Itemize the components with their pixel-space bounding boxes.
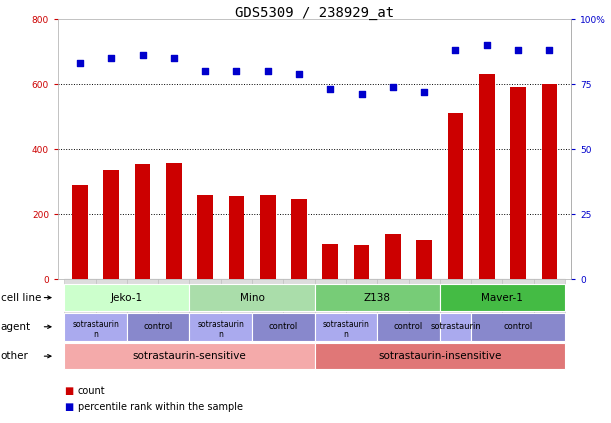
Bar	[166, 163, 181, 279]
Point	[137, 52, 147, 59]
Bar	[510, 87, 526, 279]
Text: Jeko-1: Jeko-1	[111, 293, 143, 302]
Point	[294, 70, 304, 77]
Point	[388, 83, 398, 90]
Point	[419, 88, 429, 95]
Text: n: n	[343, 330, 348, 339]
Bar	[260, 195, 276, 279]
Point	[106, 55, 116, 61]
Text: sotrastaurin: sotrastaurin	[323, 320, 370, 329]
Text: cell line: cell line	[1, 293, 41, 302]
Point	[75, 60, 85, 67]
Text: control: control	[269, 322, 298, 331]
Bar	[416, 239, 432, 279]
Text: count: count	[78, 386, 105, 396]
Text: Mino: Mino	[240, 293, 265, 302]
Bar	[103, 170, 119, 279]
Text: percentile rank within the sample: percentile rank within the sample	[78, 402, 243, 412]
Text: Z138: Z138	[364, 293, 391, 302]
Bar	[385, 234, 401, 279]
Bar	[479, 74, 495, 279]
Bar	[134, 164, 150, 279]
Text: sotrastaurin: sotrastaurin	[72, 320, 119, 329]
Bar	[323, 244, 338, 279]
Point	[513, 47, 523, 54]
Bar	[448, 113, 463, 279]
Bar	[229, 196, 244, 279]
Bar	[541, 84, 557, 279]
Bar	[197, 195, 213, 279]
Point	[326, 86, 335, 93]
Text: n: n	[218, 330, 223, 339]
Text: ■: ■	[64, 402, 73, 412]
Text: sotrastaurin: sotrastaurin	[197, 320, 244, 329]
Text: control: control	[394, 322, 423, 331]
Text: control: control	[503, 322, 533, 331]
Point	[232, 68, 241, 74]
Point	[544, 47, 554, 54]
Bar	[291, 198, 307, 279]
Text: sotrastaurin: sotrastaurin	[430, 322, 481, 331]
Text: control: control	[144, 322, 173, 331]
Point	[200, 68, 210, 74]
Point	[263, 68, 273, 74]
Text: sotrastaurin-insensitive: sotrastaurin-insensitive	[378, 351, 502, 361]
Text: agent: agent	[1, 322, 31, 332]
Bar	[354, 245, 370, 279]
Point	[450, 47, 460, 54]
Point	[357, 91, 367, 98]
Text: n: n	[93, 330, 98, 339]
Text: GDS5309 / 238929_at: GDS5309 / 238929_at	[235, 6, 394, 20]
Point	[169, 55, 179, 61]
Bar	[72, 185, 88, 279]
Text: Maver-1: Maver-1	[481, 293, 524, 302]
Text: sotrastaurin-sensitive: sotrastaurin-sensitive	[133, 351, 246, 361]
Point	[482, 41, 492, 48]
Text: ■: ■	[64, 386, 73, 396]
Text: other: other	[1, 351, 29, 361]
